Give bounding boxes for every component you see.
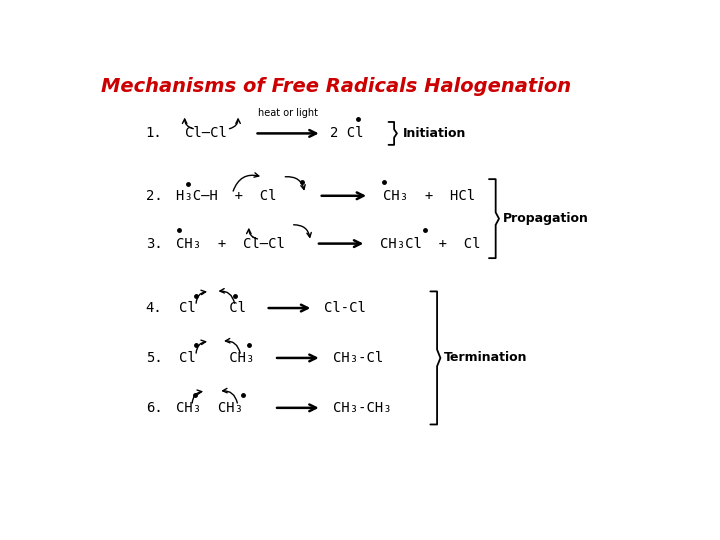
Text: Mechanisms of Free Radicals Halogenation: Mechanisms of Free Radicals Halogenation xyxy=(101,77,571,96)
Text: H₃C—H  +  Cl: H₃C—H + Cl xyxy=(176,189,277,203)
Text: heat or light: heat or light xyxy=(258,107,318,118)
Text: Cl-Cl: Cl-Cl xyxy=(324,301,366,315)
Text: Cl—Cl: Cl—Cl xyxy=(185,126,227,140)
Text: CH₃  +  Cl—Cl: CH₃ + Cl—Cl xyxy=(176,237,285,251)
Text: 3.: 3. xyxy=(145,237,163,251)
Text: 2 Cl: 2 Cl xyxy=(330,126,364,140)
Text: Termination: Termination xyxy=(444,352,528,365)
Text: CH₃Cl  +  Cl: CH₃Cl + Cl xyxy=(380,237,481,251)
Text: CH₃-CH₃: CH₃-CH₃ xyxy=(333,401,392,415)
Text: CH₃  +  HCl: CH₃ + HCl xyxy=(383,189,475,203)
Text: Cl    Cl: Cl Cl xyxy=(179,301,246,315)
Text: 6.: 6. xyxy=(145,401,163,415)
Text: CH₃-Cl: CH₃-Cl xyxy=(333,351,383,365)
Text: 4.: 4. xyxy=(145,301,163,315)
Text: 1.: 1. xyxy=(145,126,163,140)
Text: Propagation: Propagation xyxy=(503,212,589,225)
Text: CH₃  CH₃: CH₃ CH₃ xyxy=(176,401,243,415)
Text: Cl    CH₃: Cl CH₃ xyxy=(179,351,255,365)
Text: 2.: 2. xyxy=(145,189,163,203)
Text: Initiation: Initiation xyxy=(402,127,466,140)
Text: 5.: 5. xyxy=(145,351,163,365)
